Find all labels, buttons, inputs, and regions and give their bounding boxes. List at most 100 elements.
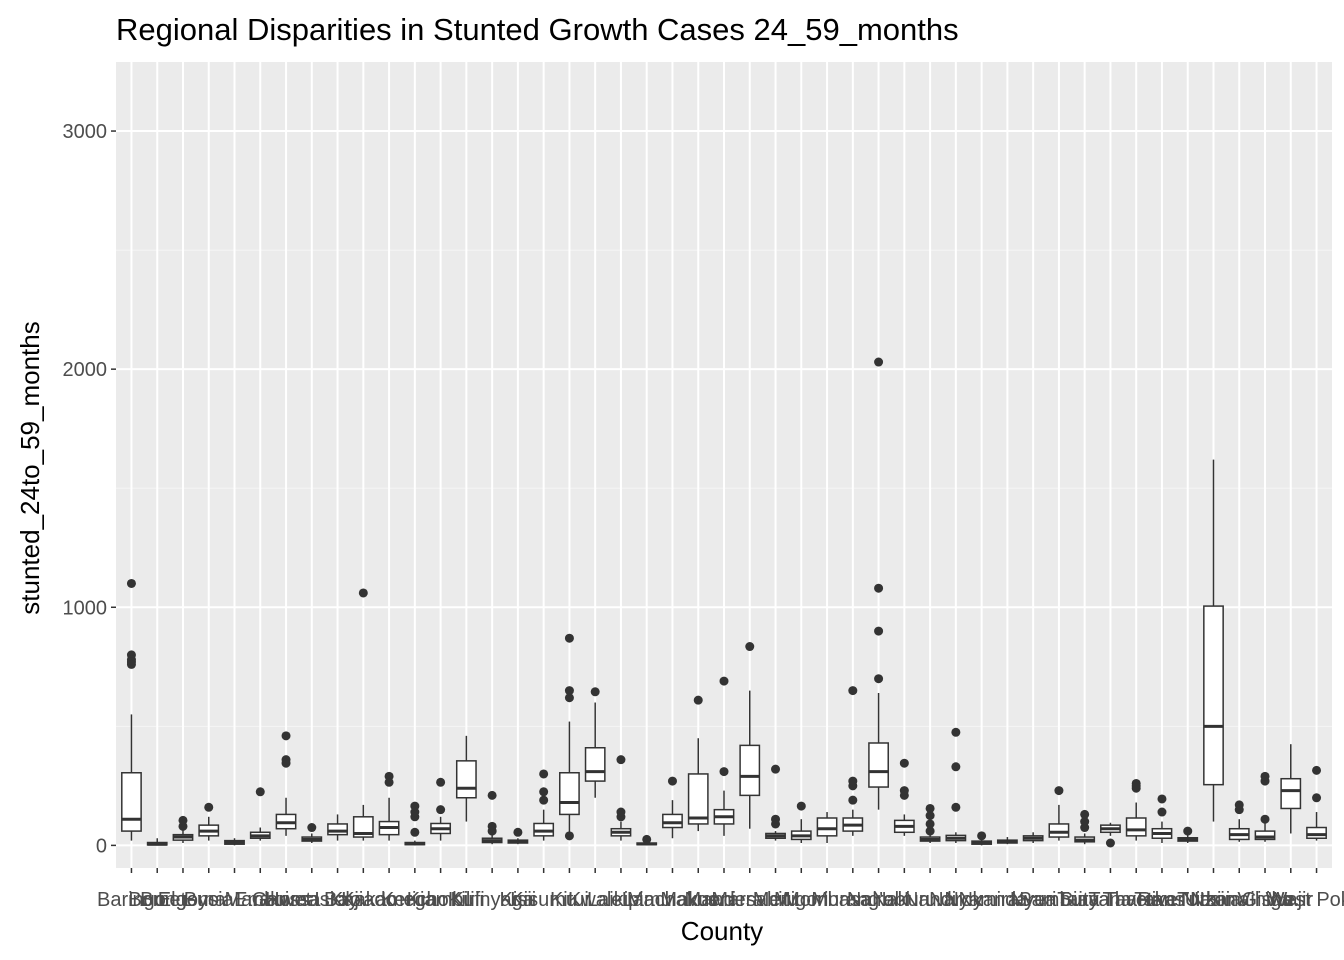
outlier-point — [281, 731, 291, 741]
outlier-point — [1234, 800, 1244, 810]
box-iqr — [559, 772, 580, 816]
box-nyandarua — [996, 837, 1018, 845]
box-iqr — [584, 747, 606, 782]
x-tick-label: Meru — [753, 889, 799, 911]
outlier-point — [1105, 838, 1115, 848]
box-nakuru — [893, 758, 915, 836]
outlier-point — [255, 787, 265, 797]
x-tick-label: Kisumu — [510, 889, 577, 911]
box-samburu — [1048, 786, 1070, 841]
outlier-point — [1080, 809, 1090, 819]
outlier-point — [1260, 814, 1270, 824]
x-tick-label: Lamu — [622, 889, 672, 911]
box-garissa — [275, 731, 297, 836]
x-axis-title: County — [681, 916, 763, 946]
outlier-point — [925, 811, 935, 821]
box-murang-a — [842, 686, 864, 836]
box-nandi — [919, 803, 941, 843]
outlier-point — [564, 686, 574, 696]
outlier-point — [358, 588, 368, 598]
box-kakamega — [378, 771, 400, 841]
x-tick-label: Nakuru — [872, 889, 936, 911]
y-tick-label: 1000 — [63, 597, 108, 619]
outlier-point — [977, 831, 987, 841]
box-embu — [249, 787, 271, 841]
box-tana-river — [1125, 778, 1147, 841]
box-iqr — [327, 823, 348, 836]
box-kirinyaga — [481, 790, 503, 845]
outlier-point — [281, 758, 291, 768]
outlier-point — [436, 777, 446, 787]
outlier-point — [899, 758, 909, 768]
outlier-point — [487, 790, 497, 800]
outlier-point — [1054, 786, 1064, 796]
box-busia — [198, 802, 220, 841]
x-tick-label: West Pokot — [1266, 889, 1344, 911]
box-kiambu — [430, 777, 452, 841]
x-tick-label: Baringo — [97, 889, 166, 911]
y-axis-title: stunted_24to_59_months — [15, 321, 45, 614]
box-kwale — [584, 687, 606, 798]
x-tick-label: Bomet — [128, 889, 186, 911]
outlier-point — [513, 827, 523, 837]
outlier-point — [796, 801, 806, 811]
x-tick-label: Kwale — [568, 889, 622, 911]
y-axis: 0 1000 2000 3000 — [63, 121, 116, 857]
outlier-point — [178, 815, 188, 825]
x-tick-label: Nyamira — [944, 889, 1019, 911]
outlier-point — [874, 357, 884, 367]
box-bungoma — [172, 815, 194, 843]
x-tick-label: Narok — [929, 889, 983, 911]
outlier-point — [487, 821, 497, 831]
box-iqr — [1254, 830, 1276, 841]
outlier-point — [874, 626, 884, 636]
box-iqr — [868, 742, 889, 788]
outlier-point — [616, 755, 626, 765]
outlier-point — [642, 834, 652, 844]
box-iqr — [1306, 826, 1327, 839]
box-nairobi — [868, 357, 889, 810]
box-iqr — [662, 813, 683, 829]
outlier-point — [693, 695, 703, 705]
outlier-point — [616, 807, 626, 817]
x-tick-label: Busia — [184, 889, 235, 911]
box-iqr — [121, 772, 142, 832]
outlier-point — [564, 633, 574, 643]
box-vihiga — [1254, 771, 1276, 842]
outlier-point — [1183, 826, 1193, 836]
box-iqr — [816, 817, 838, 837]
x-tick-label: Wajir — [1268, 889, 1313, 911]
outlier-point — [410, 827, 420, 837]
x-tick-label: Homa Bay — [265, 889, 358, 911]
outlier-point — [719, 767, 729, 777]
x-tick-label: Murang'a — [811, 889, 895, 911]
chart-title: Regional Disparities in Stunted Growth C… — [116, 12, 959, 47]
outlier-point — [848, 776, 858, 786]
box-turkana — [1203, 459, 1224, 822]
outlier-point — [1157, 807, 1167, 817]
box-nyamira — [971, 831, 993, 846]
x-tick-label: Nairobi — [847, 889, 910, 911]
x-tick-label: Taita Taveta — [1057, 889, 1164, 911]
box-baringo — [121, 578, 142, 841]
outlier-point — [745, 642, 755, 652]
box-isiolo — [327, 814, 348, 841]
box-tharaka-nithi — [1151, 794, 1173, 843]
box-mombasa — [816, 812, 838, 843]
outlier-point — [1312, 793, 1322, 803]
x-tick-label: Vihiga — [1237, 889, 1293, 911]
x-tick-label: Kajiado — [330, 889, 397, 911]
box-kilifi — [455, 735, 477, 822]
box-nyeri — [1022, 832, 1044, 843]
box-iqr — [1125, 817, 1147, 837]
box-iqr — [739, 744, 761, 797]
x-tick-label: Machakos — [627, 889, 718, 911]
x-tick-label: Bungoma — [140, 889, 226, 911]
outlier-point — [384, 777, 394, 787]
outlier-point — [667, 776, 677, 786]
box-meru — [765, 764, 786, 841]
box-elgeyo-marakwet — [224, 838, 245, 846]
box-makueni — [687, 695, 709, 832]
outlier-point — [848, 795, 858, 805]
